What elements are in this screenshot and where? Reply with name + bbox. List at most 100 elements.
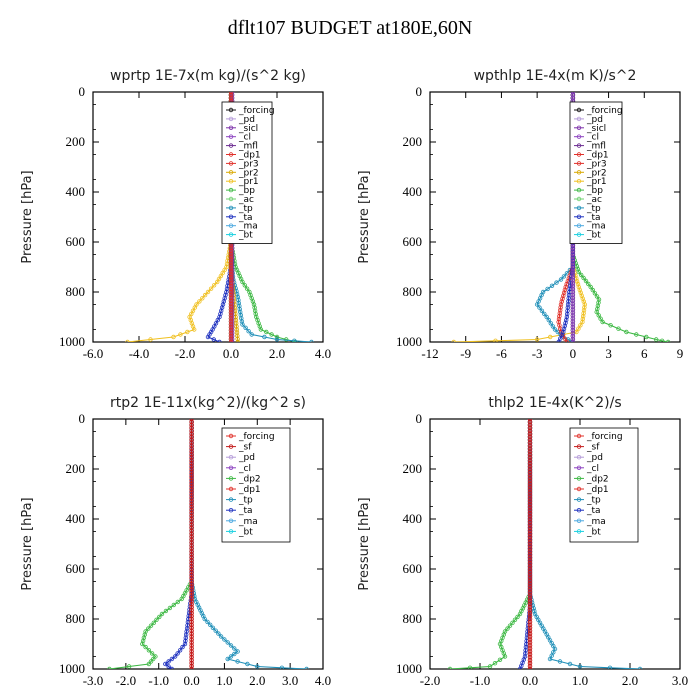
data-point [189,525,194,530]
data-point [189,619,194,625]
data-point [235,339,241,342]
data-point [146,626,151,631]
data-point [309,339,314,342]
y-tick-label: 600 [403,234,423,249]
data-point [581,311,586,316]
data-point [527,655,533,660]
figure-title: dflt107 BUDGET at180E,60N [228,17,473,39]
data-point [216,631,221,636]
y-tick-label: 600 [66,561,86,576]
data-point [189,646,194,651]
data-point [211,283,217,288]
legend-marker [576,529,582,534]
data-point [224,286,230,292]
data-point [527,463,533,469]
panel-2: wpthlp 1E-4x(m K)/s^2 Pressure [hPa] 0 200 4… [357,68,683,361]
data-point [107,666,112,669]
data-point [527,437,533,442]
legend-entry: _mfl [586,142,606,152]
legend-entry: _tp [238,496,253,506]
data-point [578,323,583,328]
legend-marker [228,455,234,460]
legend-entry: _ta [586,506,601,516]
data-point [228,289,234,295]
legend-marker [576,476,582,481]
legend-entry: _bp [238,186,255,196]
data-point [211,337,216,342]
data-point [146,661,152,667]
data-point [527,652,533,657]
data-point [151,620,156,625]
data-point [292,338,297,342]
legend-entry: _pr1 [586,177,607,187]
data-point [527,658,533,663]
data-point [558,308,563,313]
legend: _forcing_sf_pd_cl_dp2_dp1_tp_ta_ma_bt [569,427,639,543]
legend-entry: _pr1 [238,177,259,187]
legend-entry: _cl [238,464,251,474]
data-point [527,622,533,628]
data-point [189,502,194,507]
data-point [189,625,194,630]
x-tick-label: 2.0 [622,673,638,688]
x-tick-label: 2.0 [269,346,285,361]
data-point [189,508,194,513]
x-tick-label: 4.0 [315,346,331,361]
data-point [567,661,573,667]
data-point [228,95,234,101]
data-point [166,664,171,669]
legend-marker [228,161,234,166]
data-point [523,651,528,656]
data-point [527,660,533,666]
data-point [189,643,194,648]
legend-entry: _pd [586,453,603,463]
legend-entry: _forcing [586,106,623,116]
series-line-dp1 [109,419,193,669]
legend: _forcing_sf_pd_cl_dp2_dp1_tp_ta_ma_bt [221,427,291,543]
x-tick-label: 1.0 [572,673,588,688]
data-point [527,487,533,492]
data-point [189,658,194,663]
data-point [189,631,194,636]
data-point [228,298,234,303]
data-point [228,245,234,251]
data-point [527,469,533,475]
data-point [616,326,621,331]
data-point [218,273,224,279]
data-point [557,314,562,319]
legend-entry: _pr2 [586,168,607,178]
data-point [228,325,234,330]
legend-marker [576,125,582,130]
legend-marker [576,178,582,184]
y-tick-label: 400 [403,184,423,199]
data-point [148,623,154,628]
data-point [189,628,194,633]
data-point [225,640,230,645]
data-point [189,663,194,669]
legend-marker [576,161,582,166]
data-point [527,649,533,654]
data-point [189,419,194,422]
data-point [570,251,576,256]
legend-entry: _dp2 [586,474,609,484]
data-point [570,310,576,315]
data-point [189,419,194,425]
data-point [235,659,240,664]
data-point [228,263,234,268]
x-tick-label: 4.0 [315,673,331,688]
data-point [527,566,533,572]
data-point [527,663,533,669]
data-point [545,286,550,292]
data-point [149,651,155,656]
data-point [228,260,234,265]
series-line-dp1 [449,419,531,669]
data-point [559,299,564,304]
data-point [240,279,245,285]
data-point [527,455,533,460]
data-point [570,92,576,95]
legend-marker [228,187,234,193]
legend: _forcing_pd_sicl_cl_mfl_dp1_pr3_pr2_pr1_… [221,101,275,244]
data-point [534,302,540,307]
data-point [189,519,194,525]
data-point [157,614,162,620]
